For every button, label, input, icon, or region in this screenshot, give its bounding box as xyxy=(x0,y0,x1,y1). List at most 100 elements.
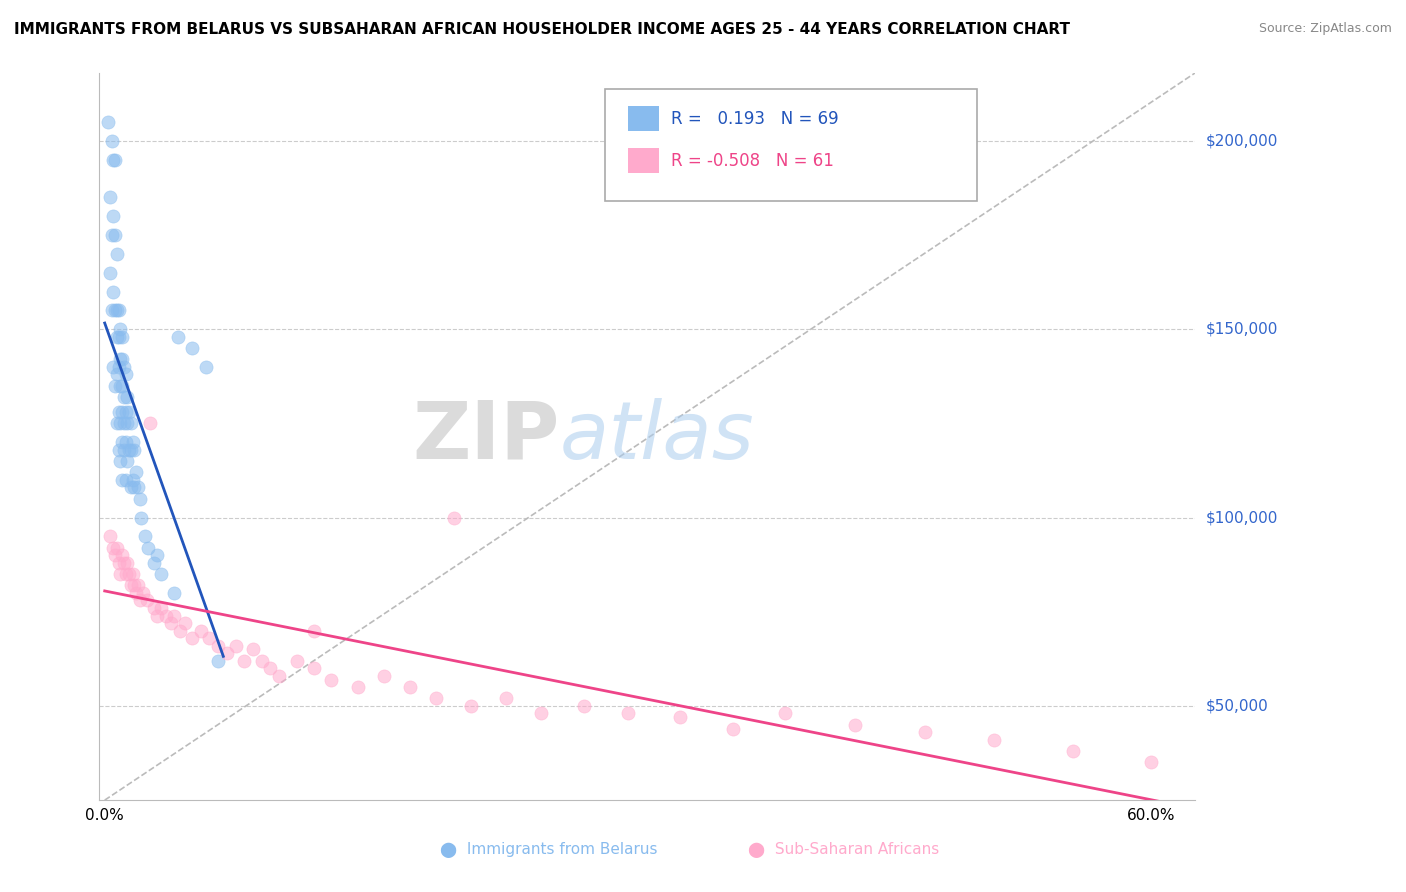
Point xyxy=(104,303,127,318)
Point xyxy=(100,227,122,242)
Point xyxy=(118,405,141,419)
Point xyxy=(259,661,281,675)
Text: Source: ZipAtlas.com: Source: ZipAtlas.com xyxy=(1258,22,1392,36)
Point xyxy=(120,417,142,431)
Point xyxy=(114,435,136,450)
Point xyxy=(105,541,128,555)
Point xyxy=(617,706,640,721)
Point xyxy=(132,586,155,600)
Point xyxy=(346,680,368,694)
Point xyxy=(425,691,447,706)
Point xyxy=(128,491,150,506)
Point xyxy=(97,115,120,129)
Point xyxy=(117,556,139,570)
Point xyxy=(120,578,142,592)
Text: $50,000: $50,000 xyxy=(1206,698,1268,714)
Point xyxy=(110,378,132,392)
Point xyxy=(110,454,132,468)
Point xyxy=(111,405,134,419)
Point xyxy=(114,368,136,382)
Point xyxy=(111,352,134,367)
Point xyxy=(110,322,132,336)
Point xyxy=(103,285,125,299)
Point xyxy=(110,352,132,367)
Point xyxy=(1062,744,1084,758)
Point xyxy=(135,593,157,607)
Point xyxy=(105,247,128,261)
Point xyxy=(127,480,149,494)
Text: ⬤  Sub-Saharan Africans: ⬤ Sub-Saharan Africans xyxy=(748,842,939,858)
Point xyxy=(131,510,153,524)
Point xyxy=(103,153,125,167)
Point xyxy=(443,510,465,524)
Text: $150,000: $150,000 xyxy=(1206,322,1278,336)
Point xyxy=(250,654,273,668)
Point xyxy=(163,586,186,600)
Text: IMMIGRANTS FROM BELARUS VS SUBSAHARAN AFRICAN HOUSEHOLDER INCOME AGES 25 - 44 YE: IMMIGRANTS FROM BELARUS VS SUBSAHARAN AF… xyxy=(14,22,1070,37)
Point xyxy=(225,639,247,653)
Point xyxy=(181,631,204,645)
Point xyxy=(127,578,149,592)
Point xyxy=(112,359,135,374)
Point xyxy=(117,417,139,431)
Point xyxy=(124,442,146,457)
Point xyxy=(495,691,517,706)
Point xyxy=(105,303,128,318)
Point xyxy=(118,567,141,582)
Point xyxy=(669,710,692,724)
Point xyxy=(198,631,221,645)
Point xyxy=(169,624,191,638)
Point xyxy=(460,698,482,713)
Point xyxy=(104,227,127,242)
Text: $200,000: $200,000 xyxy=(1206,133,1278,148)
Point xyxy=(174,616,197,631)
Point xyxy=(104,548,127,562)
Point xyxy=(207,654,229,668)
Point xyxy=(114,567,136,582)
Point xyxy=(125,466,148,480)
Point xyxy=(149,601,172,615)
Point xyxy=(105,417,128,431)
Text: R = -0.508   N = 61: R = -0.508 N = 61 xyxy=(671,152,834,169)
Point xyxy=(125,586,148,600)
Point xyxy=(107,442,129,457)
Point xyxy=(146,608,169,623)
Text: ZIP: ZIP xyxy=(412,398,560,475)
Point xyxy=(530,706,553,721)
Point xyxy=(107,405,129,419)
Point xyxy=(121,567,143,582)
Point xyxy=(167,329,190,343)
Point xyxy=(98,266,121,280)
Point xyxy=(149,567,172,582)
Text: ⬤  Immigrants from Belarus: ⬤ Immigrants from Belarus xyxy=(440,842,657,858)
Point xyxy=(269,669,291,683)
Point xyxy=(100,134,122,148)
Text: atlas: atlas xyxy=(560,398,755,475)
Point xyxy=(190,624,212,638)
Point xyxy=(128,593,150,607)
Point xyxy=(121,473,143,487)
Point xyxy=(118,442,141,457)
Text: R =   0.193   N = 69: R = 0.193 N = 69 xyxy=(671,110,838,128)
Point xyxy=(112,556,135,570)
Point xyxy=(134,529,156,543)
Point xyxy=(181,341,204,355)
Point xyxy=(111,378,134,392)
Point xyxy=(107,359,129,374)
Point xyxy=(142,601,165,615)
Point xyxy=(721,722,744,736)
Point xyxy=(160,616,183,631)
Point xyxy=(105,368,128,382)
Point xyxy=(120,442,142,457)
Point xyxy=(111,435,134,450)
Point xyxy=(136,541,159,555)
Point xyxy=(112,417,135,431)
Point xyxy=(139,417,162,431)
Point xyxy=(117,454,139,468)
Point xyxy=(98,190,121,204)
Point xyxy=(207,639,229,653)
Point xyxy=(103,359,125,374)
Point xyxy=(103,541,125,555)
Point xyxy=(104,378,127,392)
Point xyxy=(124,578,146,592)
